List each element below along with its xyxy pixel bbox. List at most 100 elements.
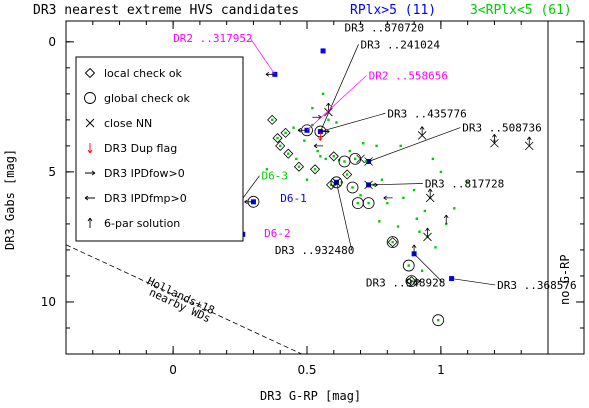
data-point-green — [284, 131, 287, 135]
data-point-green — [418, 230, 421, 233]
annotation-label: DR3 ..948928 — [366, 276, 445, 289]
diamond-marker — [280, 127, 291, 138]
data-point-green — [391, 240, 394, 244]
arrow-left-marker — [313, 143, 324, 149]
legend: local check ok global check ok close NN DR3… — [75, 56, 244, 242]
data-point-green — [303, 139, 306, 142]
arrow-left-marker — [383, 195, 393, 201]
arrow-up-marker — [443, 214, 449, 224]
legend-arrow-down-icon — [87, 143, 93, 154]
data-point-green — [329, 183, 333, 187]
data-point-green — [276, 136, 279, 140]
data-point-green — [316, 149, 319, 153]
diamond-marker — [328, 151, 339, 162]
plot-frame — [65, 20, 585, 355]
data-point-green — [378, 220, 381, 223]
arrow-left-marker — [244, 199, 254, 205]
title-group-green: 3<RPlx<5 (61) — [470, 3, 572, 18]
data-point-green — [437, 318, 440, 322]
chart-title: DR3 nearest extreme HVS candidates — [33, 3, 299, 18]
diamond-marker — [267, 114, 278, 125]
annotation-leader-line — [336, 182, 353, 250]
annotation-leader-line — [413, 253, 443, 283]
data-point-green — [279, 144, 282, 148]
title-group-blue: RPlx>5 (11) — [350, 3, 436, 18]
arrow-left-marker — [265, 71, 275, 77]
diamond-marker — [406, 276, 417, 287]
y-tick-label: 0 — [48, 35, 56, 49]
x-tick-label: 0.5 — [297, 363, 316, 377]
legend-arrow-up-icon — [87, 217, 93, 228]
annotation-label: DR3 ..817728 — [425, 178, 504, 191]
annotation-leader-line — [320, 44, 359, 132]
circle-marker — [432, 314, 445, 327]
data-point-green — [375, 144, 378, 148]
markers-group — [231, 71, 534, 327]
y-tick-label: 5 — [48, 165, 56, 179]
data-point-green — [297, 165, 301, 168]
data-point-green — [287, 152, 290, 155]
annotation-leader-line — [249, 37, 276, 75]
legend-circle-icon — [84, 92, 96, 104]
data-point-green — [453, 207, 456, 210]
arrow-right-marker — [411, 278, 421, 284]
data-point-green — [396, 225, 400, 228]
annotation-label: D6-2 — [264, 227, 291, 240]
cross-marker — [417, 131, 427, 140]
x-tick-label: 1 — [437, 363, 445, 377]
diamond-marker — [275, 140, 286, 151]
data-point-green — [327, 118, 330, 122]
diamond-marker — [326, 179, 337, 190]
annotation-label: DR3 ..241024 — [361, 38, 441, 51]
annotation-leader-line — [306, 75, 367, 131]
diamond-marker — [272, 133, 283, 144]
x-axis-label: DR3 G-RP [mag] — [260, 389, 361, 403]
data-point-green — [431, 157, 435, 161]
arrow-up-marker — [419, 126, 425, 136]
data-point-green — [380, 178, 384, 181]
legend-arrow-right-icon — [85, 170, 96, 176]
arrow-down-marker — [318, 131, 323, 141]
legend-cross-icon — [85, 118, 95, 128]
data-point-green — [466, 181, 469, 184]
legend-label: local check ok — [104, 67, 183, 80]
diamond-marker — [387, 237, 398, 248]
legend-label: DR3 IPDfmp>0 — [104, 192, 187, 205]
circle-marker — [402, 259, 415, 272]
annotation-label: DR3 ..508736 — [462, 122, 541, 135]
legend-label: global check ok — [104, 92, 190, 105]
data-point-green — [321, 92, 325, 96]
annotation-label: DR2 ..317952 — [173, 32, 252, 45]
data-point-green — [420, 269, 424, 272]
circle-marker — [362, 197, 375, 210]
data-point-blue — [320, 48, 326, 54]
annotation-label: DR3 ..368576 — [497, 279, 576, 292]
annotation-label: D6-3 — [261, 170, 288, 183]
data-point-green — [305, 178, 309, 181]
legend-label: DR3 IPDfow>0 — [104, 167, 185, 180]
data-point-green — [319, 155, 322, 158]
legend-arrow-left-icon — [84, 195, 95, 201]
data-point-green — [412, 188, 416, 192]
legend-diamond-icon — [84, 67, 96, 79]
data-point-green — [359, 194, 362, 197]
data-point-green — [348, 149, 352, 153]
diamond-marker — [342, 169, 353, 180]
data-point-green — [364, 160, 368, 163]
right-panel-label: no G-RP — [558, 254, 572, 305]
data-point-green — [295, 157, 298, 161]
data-point-green — [407, 264, 410, 267]
data-point-green — [399, 144, 402, 148]
data-point-green — [351, 186, 354, 189]
data-point-green — [356, 201, 360, 205]
circle-marker — [346, 181, 359, 194]
data-point-green — [434, 246, 437, 249]
annotation-label: DR3 ..932480 — [275, 244, 354, 257]
annotation-leader-line — [320, 112, 386, 132]
legend-label: close NN — [104, 117, 152, 130]
data-point-green — [415, 217, 418, 220]
data-point-green — [335, 121, 338, 124]
legend-box — [75, 56, 244, 242]
